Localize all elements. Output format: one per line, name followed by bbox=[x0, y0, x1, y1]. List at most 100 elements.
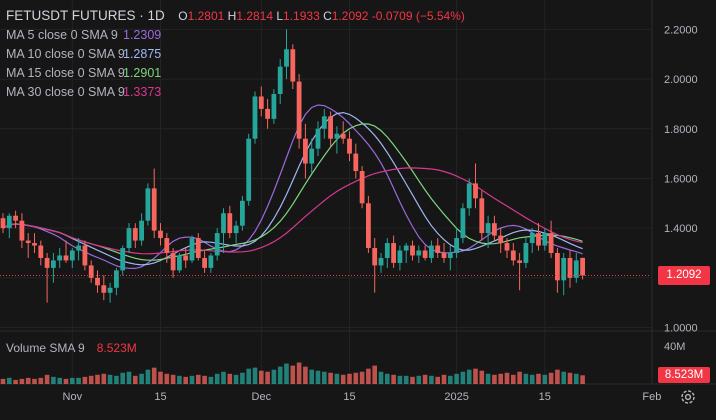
volume-bar bbox=[70, 377, 75, 384]
volume-bar bbox=[296, 362, 302, 384]
time-tick-label: 2025 bbox=[444, 391, 468, 403]
volume-bar bbox=[561, 371, 566, 384]
volume-bar bbox=[422, 374, 428, 384]
candle-body bbox=[170, 252, 176, 271]
candle-body bbox=[378, 257, 384, 266]
price-tick-label: 2.0000 bbox=[664, 74, 698, 86]
change-value: -0.0709 (−5.54%) bbox=[371, 9, 465, 23]
volume-bar bbox=[19, 378, 25, 384]
indicator-ma10[interactable]: MA 10 close 0 SMA 91.2875 bbox=[6, 45, 465, 64]
candle-body bbox=[328, 116, 333, 139]
candle-body bbox=[221, 213, 226, 234]
candle-body bbox=[340, 133, 346, 139]
volume-bar bbox=[347, 373, 352, 384]
volume-bar bbox=[473, 368, 478, 384]
ma-line bbox=[2, 167, 583, 255]
volume-bar bbox=[416, 375, 422, 384]
candle-body bbox=[366, 203, 371, 249]
volume-bar bbox=[252, 367, 258, 384]
volume-bar bbox=[145, 369, 151, 384]
volume-bar bbox=[227, 373, 233, 384]
volume-bar bbox=[196, 374, 201, 384]
volume-legend-label: Volume SMA 9 bbox=[6, 341, 85, 355]
volume-bar bbox=[120, 372, 125, 384]
candle-body bbox=[189, 238, 195, 261]
candle-body bbox=[567, 257, 573, 278]
candle-body bbox=[95, 277, 100, 286]
volume-bar bbox=[511, 374, 516, 384]
volume-bar bbox=[372, 365, 377, 384]
volume-legend[interactable]: Volume SMA 9 8.523M bbox=[6, 341, 137, 355]
candle-body bbox=[573, 260, 579, 278]
candle-body bbox=[0, 218, 6, 229]
candle-body bbox=[126, 228, 132, 249]
volume-bar bbox=[366, 368, 371, 384]
indicator-label: MA 15 close 0 SMA 9 bbox=[6, 66, 125, 80]
high-key: H bbox=[227, 9, 237, 23]
candle-body bbox=[498, 235, 504, 244]
candle-body bbox=[44, 257, 50, 268]
chart-legend: FETUSDT FUTURES · 1D O1.2801 H1.2814 L1.… bbox=[6, 6, 465, 102]
volume-bar bbox=[580, 375, 585, 384]
candle-body bbox=[132, 228, 138, 241]
candle-body bbox=[82, 245, 88, 266]
candle-body bbox=[114, 270, 119, 288]
volume-bar bbox=[498, 373, 503, 384]
volume-bar bbox=[265, 371, 270, 384]
candle-body bbox=[466, 183, 472, 209]
candle-body bbox=[303, 138, 308, 164]
candle-body bbox=[63, 255, 69, 261]
volume-bar bbox=[208, 376, 214, 384]
candle-body bbox=[158, 230, 163, 239]
candle-body bbox=[347, 138, 352, 154]
candle-body bbox=[25, 240, 31, 244]
time-tick-label: 15 bbox=[539, 391, 551, 403]
indicator-ma5[interactable]: MA 5 close 0 SMA 9 1.2309 bbox=[6, 26, 465, 45]
candle-body bbox=[51, 260, 56, 268]
candle-body bbox=[561, 257, 567, 281]
candle-body bbox=[6, 215, 12, 229]
indicator-value: 1.2901 bbox=[123, 66, 162, 80]
candle-body bbox=[214, 233, 220, 256]
price-tick-label: 1.0000 bbox=[664, 323, 698, 335]
volume-bar bbox=[133, 375, 138, 384]
volume-bar bbox=[340, 374, 346, 384]
price-axis: 2.20002.00001.80001.60001.40001.20001.00… bbox=[664, 24, 698, 334]
ma-line bbox=[2, 111, 583, 266]
candle-body bbox=[334, 133, 340, 139]
volume-bar bbox=[170, 374, 176, 384]
volume-bar bbox=[555, 369, 560, 384]
symbol-title[interactable]: FETUSDT FUTURES · 1D bbox=[6, 8, 165, 23]
volume-bar bbox=[359, 371, 365, 384]
candle-body bbox=[139, 220, 144, 241]
volume-bar bbox=[107, 374, 113, 384]
time-axis: Nov 15 Dec 15 2025 15 Feb bbox=[63, 391, 662, 403]
gear-icon[interactable] bbox=[679, 388, 697, 406]
volume-bar bbox=[574, 373, 579, 384]
indicator-ma30[interactable]: MA 30 close 0 SMA 91.3373 bbox=[6, 83, 465, 102]
close-value: 1.2092 bbox=[331, 9, 369, 23]
indicator-ma15[interactable]: MA 15 close 0 SMA 91.2901 bbox=[6, 64, 465, 83]
volume-bar bbox=[0, 378, 6, 384]
volume-bar bbox=[284, 363, 289, 384]
volume-bar bbox=[44, 374, 50, 384]
volume-bar bbox=[504, 372, 510, 384]
volume-bar bbox=[309, 369, 314, 384]
candle-body bbox=[233, 225, 239, 234]
indicator-label: MA 5 close 0 SMA 9 bbox=[6, 28, 118, 42]
candle-body bbox=[429, 245, 434, 258]
candle-body bbox=[523, 243, 529, 263]
volume-bar bbox=[492, 374, 497, 384]
time-tick-label: Nov bbox=[63, 391, 83, 403]
volume-bar bbox=[479, 370, 485, 384]
candle-body bbox=[548, 233, 554, 253]
candle-body bbox=[258, 96, 264, 109]
candle-body bbox=[151, 188, 157, 231]
symbol-row: FETUSDT FUTURES · 1D O1.2801 H1.2814 L1.… bbox=[6, 6, 465, 26]
volume-axis-label: 40M bbox=[664, 341, 685, 353]
volume-bar bbox=[429, 375, 434, 384]
candle-body bbox=[164, 238, 170, 253]
volume-bar bbox=[410, 376, 415, 384]
candle-body bbox=[555, 252, 560, 281]
